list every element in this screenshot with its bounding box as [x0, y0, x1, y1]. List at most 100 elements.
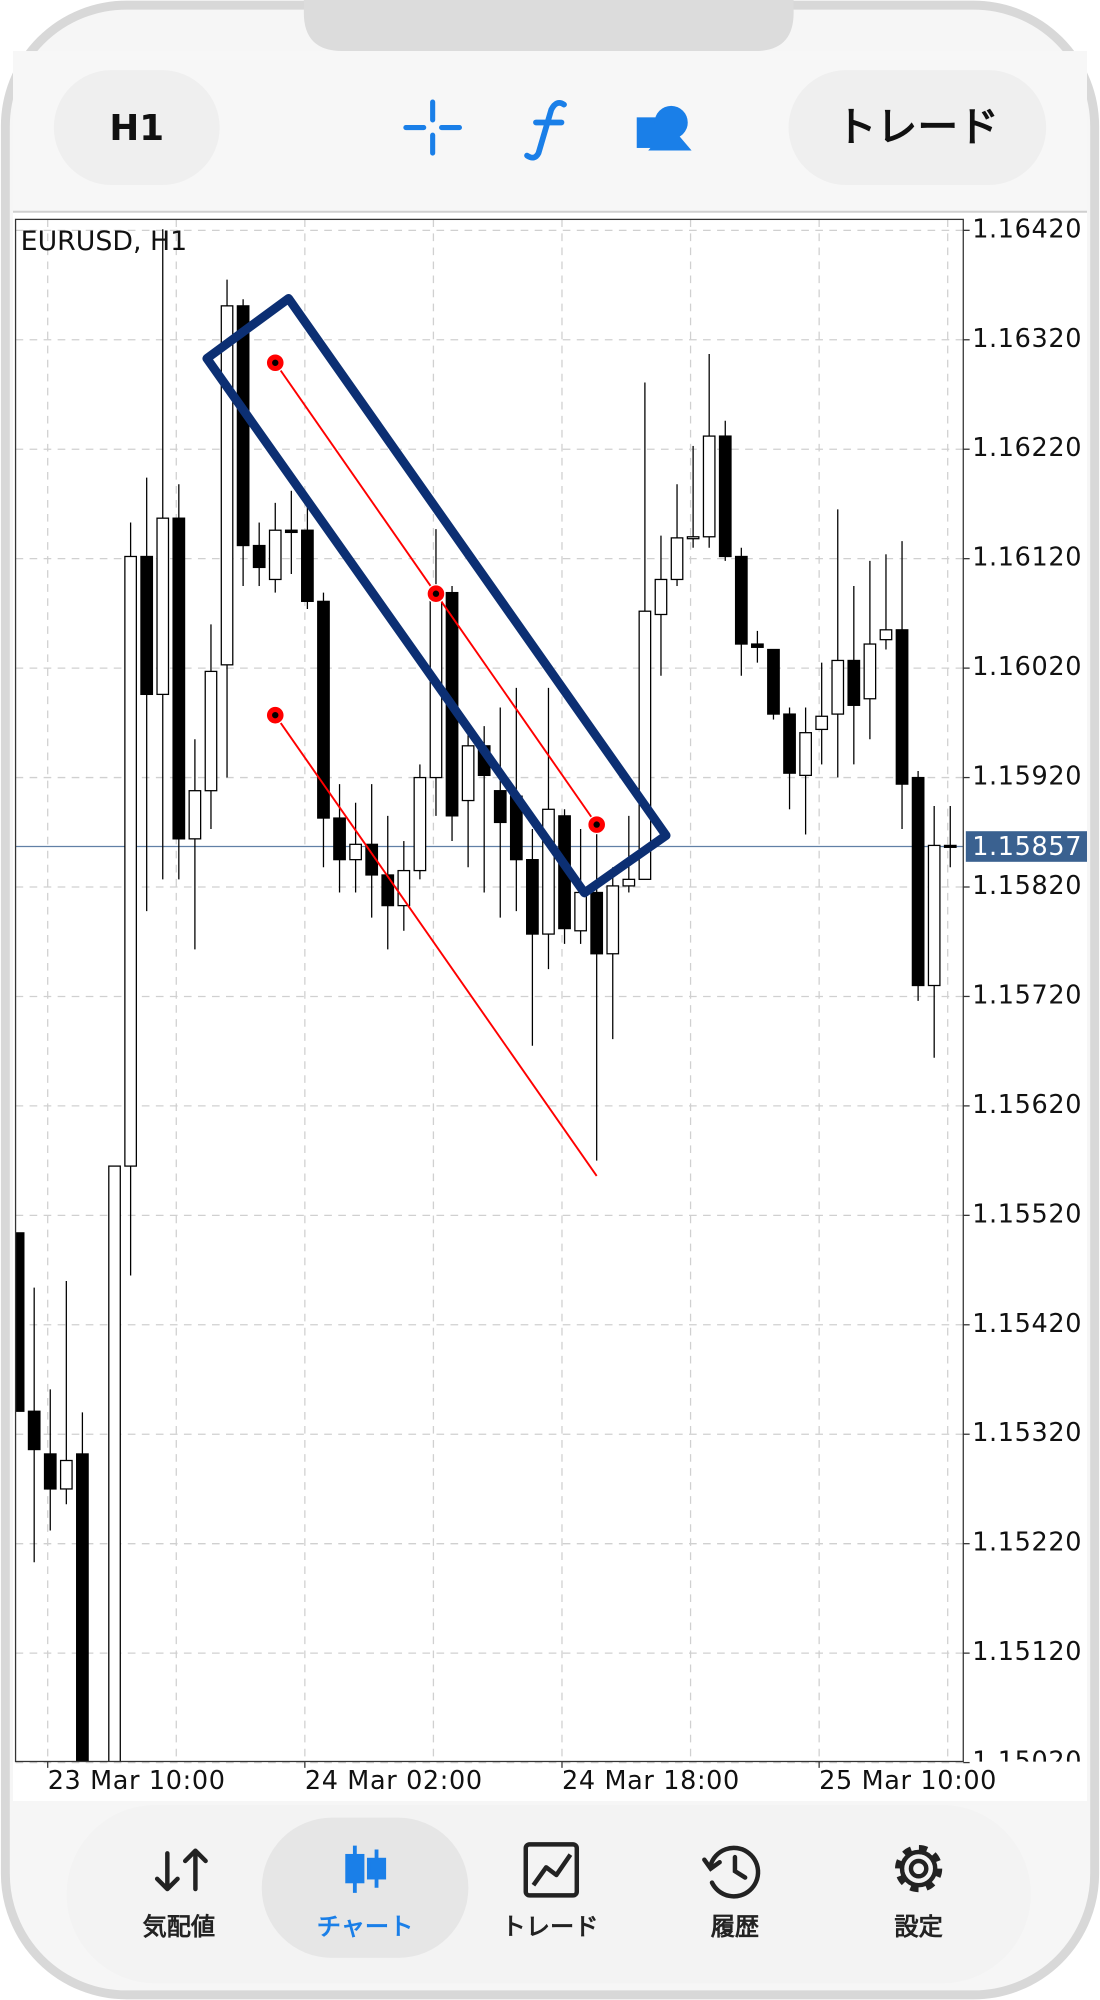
timeframe-button[interactable] [53, 70, 220, 185]
y-tick-label: 1.16420 [972, 214, 1082, 244]
candle-body [847, 659, 861, 706]
candle-body [895, 629, 909, 785]
candle-body [799, 732, 812, 777]
candle-body [911, 776, 925, 987]
notch [303, 0, 794, 52]
candle-body [220, 305, 234, 666]
candle-body [365, 843, 379, 876]
candle-body [108, 1165, 121, 1762]
candle-body [670, 537, 684, 581]
candle-body [734, 555, 748, 645]
nav-label: 気配値 [142, 1913, 215, 1941]
y-tick-label: 1.16320 [972, 324, 1082, 354]
candle-body [542, 808, 555, 935]
active-tab-highlight [261, 1817, 469, 1958]
candle-body [622, 878, 636, 887]
candle-body [702, 435, 716, 538]
candle-body [15, 1232, 25, 1412]
candle-body [767, 648, 780, 715]
trend-point-center [593, 821, 600, 828]
chart-panel [13, 211, 1087, 1802]
y-tick-label: 1.15920 [972, 762, 1082, 792]
candle-body [493, 790, 507, 824]
axes: 1.16420 1.16320 1.16220 1.16120 1.16020 1.159… [47, 214, 1087, 1796]
trend-line [435, 593, 598, 826]
candle-body [124, 555, 137, 1167]
y-tick-label: 1.15320 [972, 1418, 1082, 1448]
candle-body [815, 715, 829, 731]
trend-line [274, 362, 437, 595]
plot-border [14, 218, 964, 1763]
candle-body [204, 670, 218, 792]
y-tick-label: 1.16020 [972, 652, 1082, 682]
candle-body [590, 891, 604, 955]
y-tick-label: 1.16120 [972, 543, 1082, 573]
y-tick-label: 1.15620 [972, 1090, 1082, 1120]
trade-button[interactable] [788, 70, 1047, 185]
nav-label: 設定 [894, 1913, 942, 1941]
y-tick-label: 1.15420 [972, 1309, 1082, 1339]
candle-body [397, 869, 411, 907]
chart-title: EURUSD, H1 [21, 226, 187, 257]
current-price-box [965, 831, 1087, 862]
candle-body [59, 1459, 73, 1490]
candle-body [236, 305, 250, 547]
candle-body [879, 629, 893, 641]
candle-body [381, 874, 395, 907]
candle-body [349, 843, 362, 861]
timeframe-label: H1 [109, 108, 164, 149]
trade-icon[interactable] [523, 1842, 580, 1898]
indicator-icon[interactable] [524, 100, 567, 161]
settings-icon[interactable] [895, 1845, 943, 1893]
candle-body [526, 859, 539, 935]
crosshair-icon[interactable] [403, 99, 462, 156]
y-tick-label: 1.15520 [972, 1199, 1082, 1229]
nav-label: トレード [502, 1913, 599, 1941]
y-tick-label: 1.16220 [972, 433, 1082, 463]
candle-body [252, 544, 266, 569]
nav-label: 履歴 [711, 1913, 759, 1941]
candle-body [831, 659, 845, 715]
quotes-icon[interactable] [154, 1848, 208, 1892]
candle-body [863, 643, 877, 700]
trend-point-center [272, 711, 279, 719]
candle-body [156, 517, 170, 696]
candle-body [268, 529, 282, 581]
candle-body [140, 555, 154, 696]
highlight-box [202, 294, 671, 898]
candle-body [301, 529, 314, 602]
objects-icon[interactable] [636, 105, 692, 151]
trend-line [274, 714, 598, 1177]
candle-body [172, 517, 186, 840]
history-icon[interactable] [702, 1845, 761, 1899]
candle-body [188, 790, 202, 840]
candle-body [606, 885, 620, 955]
plot-area [15, 229, 964, 1762]
candle-body [927, 844, 941, 987]
y-tick-label: 1.15820 [972, 871, 1082, 901]
candle-body [413, 776, 427, 872]
candle-body [751, 643, 764, 648]
candle-body [718, 435, 732, 558]
candle-body [317, 600, 330, 819]
nav-labels: 気配値 チャート トレード 履歴 設定 [142, 1913, 942, 1941]
candle-body [333, 817, 346, 861]
current-price-label: 1.15857 [972, 832, 1082, 862]
x-tick-label: 25 Mar 10:00 [819, 1766, 997, 1796]
x-tick-label: 23 Mar 10:00 [48, 1766, 226, 1796]
candle-body [783, 713, 796, 774]
candle-body [461, 745, 475, 802]
candle-body [686, 536, 700, 540]
nav-label: チャート [317, 1913, 414, 1941]
candle-body [574, 891, 587, 932]
x-tick-label: 24 Mar 18:00 [562, 1766, 740, 1796]
y-tick-label: 1.15220 [972, 1528, 1082, 1558]
candle-body [943, 844, 957, 848]
trade-button-label: トレード [836, 103, 999, 151]
trend-point-center [432, 590, 440, 597]
x-tick-label: 24 Mar 02:00 [305, 1766, 483, 1796]
y-tick-label: 1.15120 [972, 1637, 1082, 1667]
chart-icon[interactable] [345, 1845, 387, 1893]
